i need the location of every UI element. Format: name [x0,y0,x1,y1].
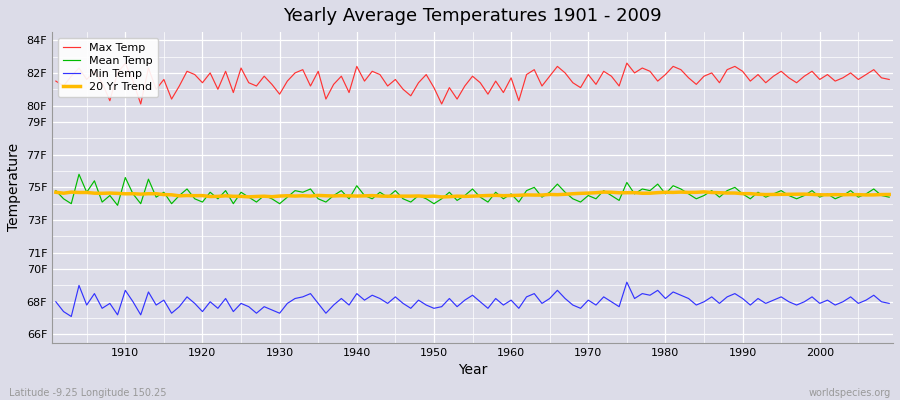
Max Temp [135,102,146,106]
20 Yr Trend [328,194,339,198]
20 Yr Trend [436,194,447,199]
Text: worldspecies.org: worldspecies.org [809,388,891,398]
Max Temp [50,79,61,84]
Line: Mean Temp: Mean Temp [56,174,889,205]
Max Temp [884,77,895,82]
Title: Yearly Average Temperatures 1901 - 2009: Yearly Average Temperatures 1901 - 2009 [284,7,662,25]
Mean Temp [513,200,524,204]
Max Temp [120,61,130,66]
Mean Temp [614,198,625,203]
Min Temp [513,306,524,311]
20 Yr Trend [282,193,292,198]
Min Temp [290,296,301,301]
20 Yr Trend [112,191,123,196]
Mean Temp [521,188,532,193]
Min Temp [884,301,895,306]
Line: Max Temp: Max Temp [56,63,889,104]
Y-axis label: Temperature: Temperature [7,143,21,232]
Mean Temp [74,172,85,177]
X-axis label: Year: Year [458,363,487,377]
20 Yr Trend [513,193,524,198]
20 Yr Trend [606,190,616,195]
Max Temp [513,98,524,103]
Mean Temp [297,190,308,195]
Min Temp [336,296,346,301]
20 Yr Trend [50,190,61,195]
Mean Temp [128,192,139,196]
Mean Temp [344,196,355,201]
Min Temp [120,288,130,293]
Max Temp [344,90,355,95]
Mean Temp [50,188,61,193]
Mean Temp [884,195,895,200]
Legend: Max Temp, Mean Temp, Min Temp, 20 Yr Trend: Max Temp, Mean Temp, Min Temp, 20 Yr Tre… [58,38,158,98]
Line: Min Temp: Min Temp [56,282,889,316]
Max Temp [521,72,532,77]
20 Yr Trend [506,193,517,198]
Max Temp [614,84,625,88]
Mean Temp [112,203,123,208]
Line: 20 Yr Trend: 20 Yr Trend [56,192,889,197]
Min Temp [506,298,517,302]
Min Temp [621,280,632,284]
Max Temp [297,67,308,72]
20 Yr Trend [884,192,895,197]
Min Temp [66,314,77,319]
20 Yr Trend [698,190,709,194]
Max Temp [112,70,123,75]
Min Temp [606,299,616,304]
Min Temp [50,299,61,304]
Text: Latitude -9.25 Longitude 150.25: Latitude -9.25 Longitude 150.25 [9,388,166,398]
